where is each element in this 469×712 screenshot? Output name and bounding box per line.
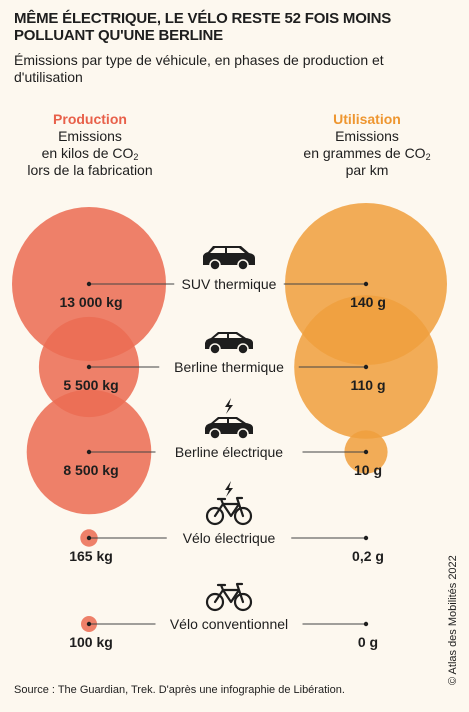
bike-wheel-rear [205, 506, 225, 526]
utilisation-header-line2: en grammes de CO2 [267, 145, 467, 162]
bike-wheel-front [233, 592, 253, 612]
lightning-bolt [225, 481, 233, 497]
chart-title: Même électrique, le vélo reste 52 fois m… [14, 10, 392, 44]
utilisation-dot-berline-thermique [363, 364, 369, 370]
production-unit-text: en kilos de CO [41, 145, 134, 161]
electric-bike-icon [205, 481, 253, 526]
car-windows [214, 334, 242, 338]
production-dot-velo-conventionnel [86, 621, 92, 627]
connector-lines [89, 283, 366, 625]
utilisation-dot-suv-thermique [363, 281, 369, 287]
wheel-front [237, 428, 249, 440]
suv-windows [210, 248, 245, 253]
utilisation-value-velo-conventionnel: 0 g [358, 634, 378, 650]
vehicle-label-suv-thermique: SUV thermique [182, 276, 277, 292]
utilisation-header-line1: Emissions [335, 128, 399, 144]
wheel-front [237, 343, 249, 355]
utilisation-dot-velo-electrique [363, 535, 369, 541]
wheel-rear [209, 343, 221, 355]
utilisation-value-suv-thermique: 140 g [350, 294, 386, 310]
utilisation-unit-subscript: 2 [425, 152, 431, 162]
production-dot-berline-thermique [86, 364, 92, 370]
production-column-header: Production Emissions en kilos de CO2 lor… [0, 111, 190, 179]
bike-frame [213, 582, 245, 604]
wheel-rear [209, 259, 221, 271]
utilisation-column-header: Utilisation Emissions en grammes de CO2 … [267, 111, 467, 179]
utilisation-unit-text: en grammes de CO [303, 145, 426, 161]
production-dot-velo-electrique [86, 535, 92, 541]
electric-car-icon [205, 398, 253, 440]
vehicle-label-berline-electrique: Berline électrique [175, 444, 283, 460]
car-windows [214, 419, 242, 423]
production-header-line2: en kilos de CO2 [0, 145, 190, 162]
production-dot-suv-thermique [86, 281, 92, 287]
production-value-velo-conventionnel: 100 kg [69, 634, 113, 650]
production-value-suv-thermique: 13 000 kg [59, 294, 122, 310]
vehicle-label-berline-thermique: Berline thermique [174, 359, 284, 375]
sedan-icon [205, 332, 253, 355]
source-note: Source : The Guardian, Trek. D'après une… [14, 684, 345, 696]
utilisation-bubbles [285, 203, 447, 474]
utilisation-value-velo-electrique: 0,2 g [352, 548, 384, 564]
production-dot-berline-electrique [86, 449, 92, 455]
production-header-line1: Emissions [58, 128, 122, 144]
bike-wheel-front [233, 506, 253, 526]
production-header-line3: lors de la fabrication [27, 162, 153, 178]
vehicle-icons [203, 246, 255, 612]
labels: SUV thermique 13 000 kg 140 g Berline therm… [59, 276, 385, 650]
production-value-berline-electrique: 8 500 kg [63, 462, 118, 478]
production-bubbles [12, 207, 166, 632]
utilisation-value-berline-thermique: 110 g [350, 377, 385, 393]
wheel-front [237, 259, 249, 271]
suv-icon [203, 246, 255, 271]
vehicle-label-velo-electrique: Vélo électrique [183, 530, 276, 546]
bike-icon [205, 582, 253, 612]
credit-watermark: © Atlas des Mobilités 2022 [447, 555, 459, 685]
production-header-title: Production [53, 111, 127, 127]
bike-wheel-rear [205, 592, 225, 612]
production-value-velo-electrique: 165 kg [69, 548, 113, 564]
lightning-bolt [225, 398, 233, 414]
utilisation-value-berline-electrique: 10 g [354, 462, 382, 478]
utilisation-dot-berline-electrique [363, 449, 369, 455]
production-value-berline-thermique: 5 500 kg [63, 377, 118, 393]
production-unit-subscript: 2 [133, 152, 139, 162]
wheel-rear [209, 428, 221, 440]
utilisation-dot-velo-conventionnel [363, 621, 369, 627]
utilisation-header-title: Utilisation [333, 111, 401, 127]
bike-frame [213, 496, 245, 518]
vehicle-label-velo-conventionnel: Vélo conventionnel [170, 616, 288, 632]
chart-subtitle: Émissions par type de véhicule, en phase… [14, 52, 384, 85]
utilisation-header-line3: par km [345, 162, 389, 178]
